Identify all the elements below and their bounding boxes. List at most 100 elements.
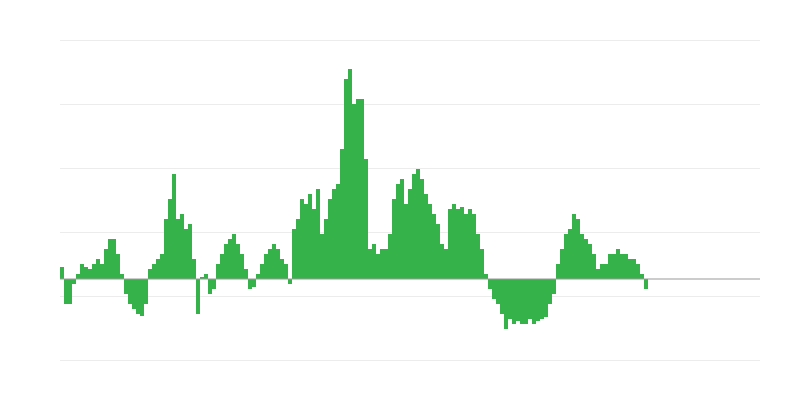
bar: [240, 254, 244, 279]
bar: [260, 264, 264, 279]
bar: [324, 219, 328, 279]
bar: [172, 174, 176, 279]
bar: [256, 274, 260, 279]
bar: [80, 264, 84, 279]
bar: [520, 279, 524, 324]
bar: [144, 279, 148, 304]
bar: [236, 244, 240, 279]
bar: [308, 194, 312, 279]
bar: [120, 274, 124, 279]
bar: [400, 179, 404, 279]
bar: [592, 254, 596, 279]
bar: [276, 249, 280, 279]
bar: [296, 219, 300, 279]
bar: [504, 279, 508, 329]
bar: [340, 149, 344, 279]
bar: [548, 279, 552, 304]
bar: [420, 179, 424, 279]
bar: [408, 189, 412, 279]
bar: [624, 254, 628, 279]
bar: [536, 279, 540, 321]
bar: [372, 244, 376, 279]
bar: [72, 279, 76, 284]
bar: [360, 99, 364, 279]
bar: [496, 279, 500, 304]
bar: [392, 199, 396, 279]
bar: [304, 204, 308, 279]
bar: [184, 229, 188, 279]
bar: [112, 239, 116, 279]
bar: [580, 234, 584, 279]
bar: [228, 239, 232, 279]
bar: [396, 184, 400, 279]
bar: [68, 279, 72, 304]
bar: [328, 199, 332, 279]
bar: [312, 209, 316, 279]
bar: [316, 189, 320, 279]
bar: [460, 207, 464, 279]
bar: [488, 279, 492, 289]
bar: [160, 254, 164, 279]
bar: [272, 244, 276, 279]
bar: [424, 194, 428, 279]
bar: [576, 219, 580, 279]
bar: [416, 169, 420, 279]
bar: [596, 269, 600, 279]
bar: [472, 214, 476, 279]
bar: [208, 279, 212, 294]
bar: [168, 199, 172, 279]
bar: [176, 219, 180, 279]
bar: [164, 219, 168, 279]
bar: [492, 279, 496, 299]
bar: [560, 249, 564, 279]
bar: [204, 274, 208, 279]
bar: [456, 209, 460, 279]
bar: [348, 69, 352, 279]
bar: [268, 249, 272, 279]
bar: [508, 279, 512, 319]
bar: [196, 279, 200, 314]
bar: [584, 239, 588, 279]
bar: [484, 274, 488, 279]
bar: [636, 264, 640, 279]
bar: [220, 254, 224, 279]
bar: [480, 249, 484, 279]
bar: [64, 279, 68, 304]
bar: [632, 259, 636, 279]
bar: [332, 189, 336, 279]
bar: [156, 259, 160, 279]
bar: [188, 224, 192, 279]
bar: [384, 249, 388, 279]
bar: [628, 259, 632, 279]
bar: [428, 204, 432, 279]
bar: [356, 99, 360, 279]
bar: [284, 264, 288, 279]
bar: [600, 264, 604, 279]
bar: [564, 234, 568, 279]
bar: [244, 269, 248, 279]
bar: [608, 254, 612, 279]
bar: [572, 214, 576, 279]
bar: [436, 224, 440, 279]
bar: [388, 234, 392, 279]
bar: [88, 269, 92, 279]
bar: [60, 267, 64, 279]
bar: [516, 279, 520, 321]
bar: [528, 279, 532, 319]
bar: [84, 267, 88, 279]
bar: [448, 209, 452, 279]
bar: [412, 174, 416, 279]
bar: [644, 279, 648, 289]
bar: [288, 279, 292, 284]
bar: [232, 234, 236, 279]
bar: [104, 249, 108, 279]
bar: [200, 277, 204, 279]
bar: [180, 214, 184, 279]
bar: [544, 279, 548, 317]
bar: [192, 259, 196, 279]
bar: [612, 254, 616, 279]
bar: [532, 279, 536, 324]
bar: [248, 279, 252, 289]
